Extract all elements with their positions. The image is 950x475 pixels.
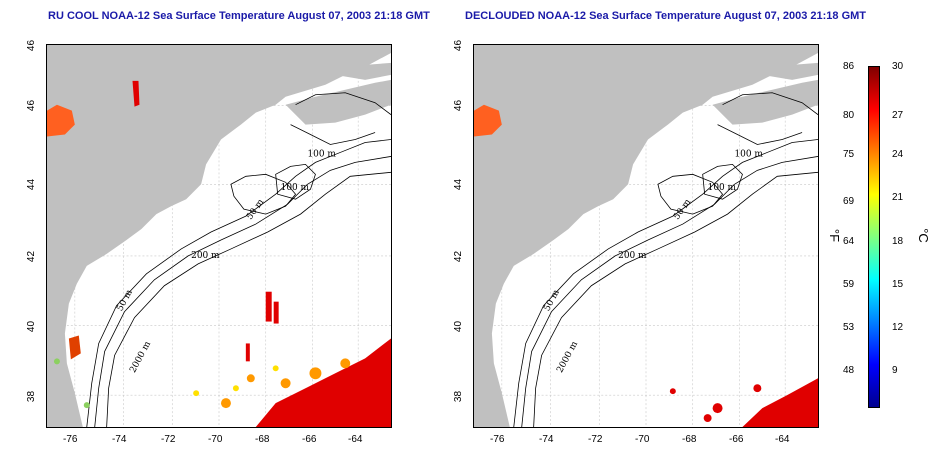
raw-sst-map: 100 m 100 m 50 m 200 m 50 m 2000 m [46, 44, 392, 428]
celsius-unit: °C [915, 228, 931, 243]
lat-tick: 46 [453, 99, 465, 112]
lat-tick: 46 [26, 39, 38, 52]
colorbar-c-label: 12 [892, 322, 904, 333]
lon-tick: -72 [588, 434, 603, 445]
colorbar-f-label: 80 [843, 110, 855, 121]
lon-tick: -74 [539, 434, 554, 445]
land-mass [474, 45, 818, 427]
contour-label: 200 m [191, 251, 220, 261]
colorbar-c-label: 18 [892, 236, 904, 247]
land-mass [47, 45, 391, 427]
lon-tick: -70 [635, 434, 650, 445]
left-map-title: RU COOL NOAA-12 Sea Surface Temperature … [48, 10, 430, 22]
colorbar-c-label: 24 [892, 149, 904, 160]
colorbar-f-label: 86 [843, 61, 855, 72]
lat-tick: 40 [453, 320, 465, 333]
colorbar-c-label: 9 [892, 365, 898, 376]
lon-tick: -70 [208, 434, 223, 445]
lat-tick: 44 [26, 178, 38, 191]
colorbar-f-label: 64 [843, 236, 855, 247]
lon-tick: -66 [302, 434, 317, 445]
colorbar-c-label: 27 [892, 110, 904, 121]
lon-tick: -76 [490, 434, 505, 445]
lat-tick: 46 [26, 99, 38, 112]
lon-tick: -76 [63, 434, 78, 445]
colorbar-f-label: 48 [843, 365, 855, 376]
lon-tick: -66 [729, 434, 744, 445]
lat-tick: 42 [453, 250, 465, 263]
colorbar-f-label: 69 [843, 196, 855, 207]
lat-tick: 38 [453, 390, 465, 403]
right-map-title: DECLOUDED NOAA-12 Sea Surface Temperatur… [465, 10, 867, 22]
contour-label: 200 m [618, 251, 647, 261]
contour-label: 100 m [708, 183, 737, 193]
lat-tick: 44 [453, 178, 465, 191]
contour-label: 2000 m [128, 339, 153, 374]
contour-label: 50 m [542, 288, 562, 313]
fahrenheit-unit: °F [827, 228, 843, 243]
temperature-colorbar [868, 66, 880, 408]
colorbar-c-label: 30 [892, 61, 904, 72]
contour-label: 100 m [281, 183, 310, 193]
lon-tick: -74 [112, 434, 127, 445]
colorbar-f-label: 59 [843, 279, 855, 290]
lat-tick: 40 [26, 320, 38, 333]
lon-tick: -64 [348, 434, 363, 445]
contour-label: 50 m [115, 288, 135, 313]
contour-label: 50 m [672, 197, 694, 222]
lon-tick: -68 [682, 434, 697, 445]
colorbar-c-label: 21 [892, 192, 904, 203]
colorbar-f-label: 53 [843, 322, 855, 333]
colorbar-f-label: 75 [843, 149, 855, 160]
lon-tick: -72 [161, 434, 176, 445]
lon-tick: -68 [255, 434, 270, 445]
gulf-stream-warm [742, 378, 818, 427]
lat-tick: 38 [26, 390, 38, 403]
contour-label: 100 m [307, 149, 336, 159]
contour-label: 50 m [245, 197, 267, 222]
lon-tick: -64 [775, 434, 790, 445]
gulf-stream-warm [255, 338, 391, 427]
contour-label: 2000 m [555, 339, 580, 374]
lat-tick: 46 [453, 39, 465, 52]
colorbar-c-label: 15 [892, 279, 904, 290]
declouded-sst-map: 100 m 100 m 50 m 200 m 50 m 2000 m [473, 44, 819, 428]
lat-tick: 42 [26, 250, 38, 263]
contour-label: 100 m [734, 149, 763, 159]
